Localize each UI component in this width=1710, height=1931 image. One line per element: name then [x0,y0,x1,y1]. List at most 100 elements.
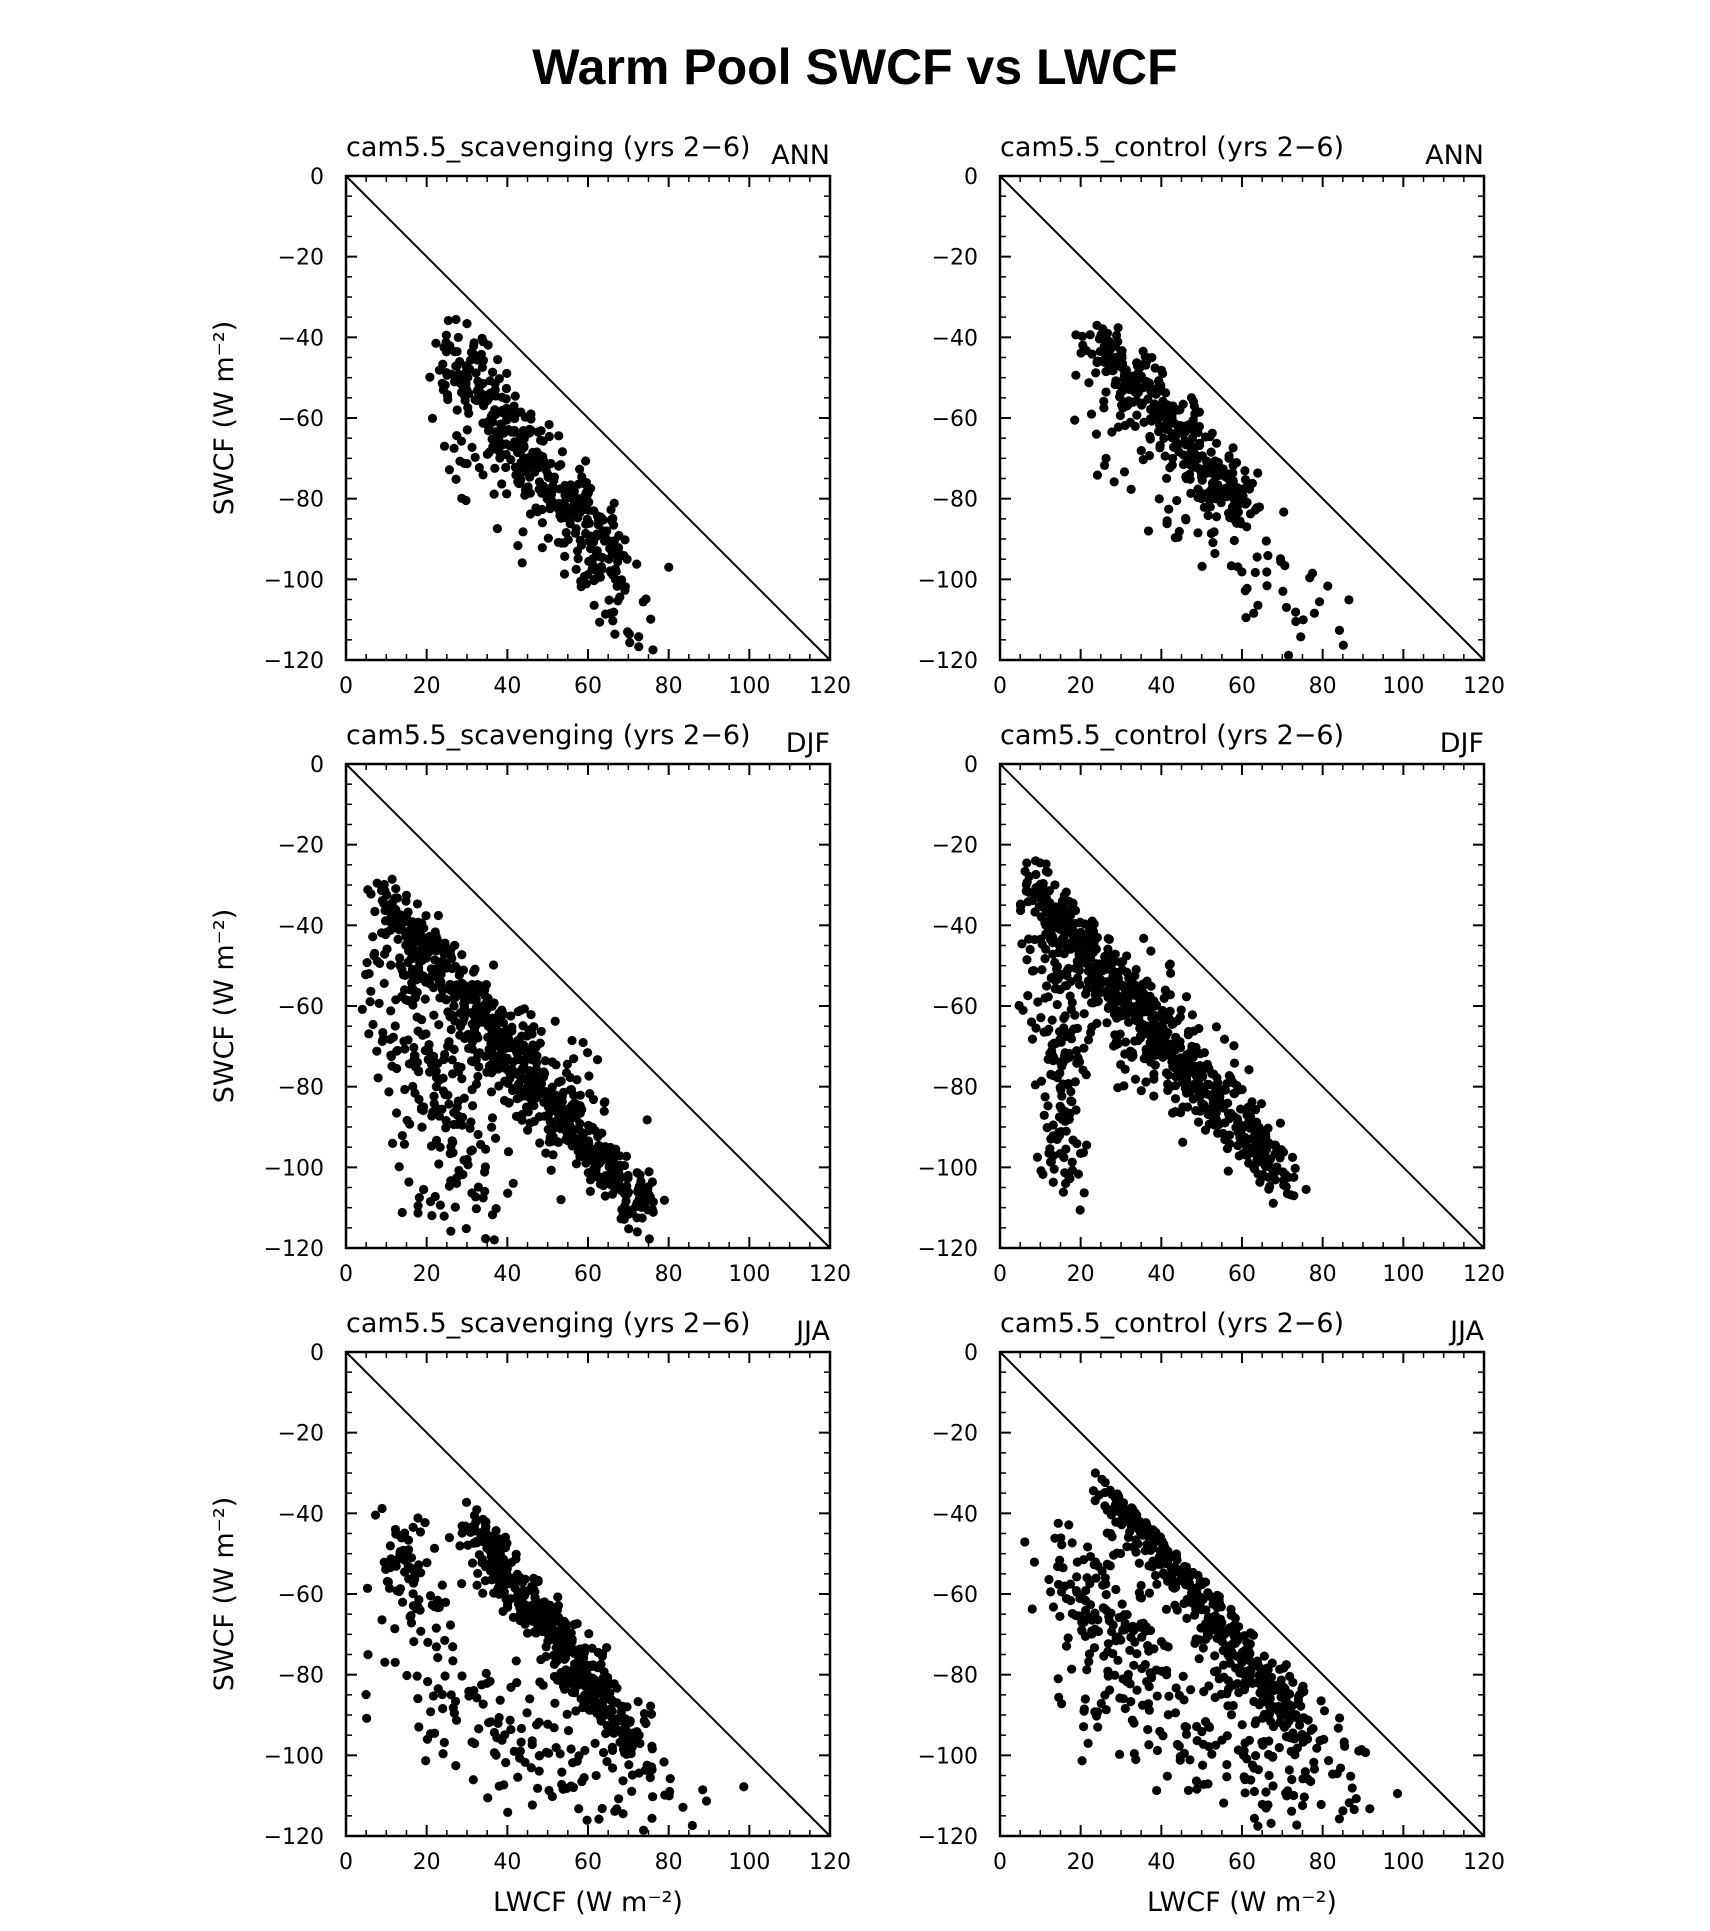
data-point [571,1100,582,1110]
data-point [604,554,614,564]
y-tick-label: −120 [918,649,978,674]
x-tick-label: 120 [809,674,851,699]
data-point [417,918,427,928]
data-point [1144,1052,1154,1062]
data-point [1101,1579,1111,1589]
data-point [1128,1519,1139,1530]
data-point [1266,1679,1276,1689]
data-point [1048,1131,1058,1141]
data-point [1065,1052,1075,1062]
data-point [486,1087,497,1097]
data-point [455,1541,465,1551]
data-point [1048,949,1058,959]
data-point [431,338,441,348]
data-point [516,407,526,417]
data-point [432,1595,443,1605]
data-point [1236,1104,1246,1114]
data-point [1141,356,1152,367]
data-point [399,1036,409,1046]
data-point [559,1616,569,1626]
x-axis-label: LWCF (W m⁻²) [1147,1887,1337,1918]
data-point [472,1693,482,1703]
data-point [1164,504,1174,514]
data-point [529,1100,539,1111]
data-point [1347,1783,1357,1793]
data-point [463,1029,473,1040]
data-point [403,935,413,945]
data-point [543,1719,553,1729]
data-point [461,1497,472,1507]
data-point [1300,1767,1310,1777]
data-point [1192,1736,1202,1746]
data-point [1050,957,1060,968]
y-tick-label: 0 [310,753,324,778]
data-point [1079,1704,1089,1714]
data-point [1050,937,1060,947]
data-point [473,1568,483,1579]
data-point [462,319,472,329]
data-point [581,1158,591,1168]
data-point [425,372,435,382]
data-point [547,1136,557,1146]
data-point [1102,1528,1112,1538]
data-point [449,1044,459,1055]
data-point [1247,1629,1257,1639]
data-point [1193,1076,1203,1086]
data-point [1195,1049,1205,1059]
data-point [1015,905,1026,916]
data-point [457,1521,467,1531]
data-point [486,1717,496,1727]
data-point [1014,1000,1024,1011]
data-point [1232,1651,1242,1661]
data-point [537,543,547,553]
data-point [406,1553,417,1563]
data-point [580,456,591,466]
data-point [380,1657,390,1667]
data-point [1186,393,1197,403]
data-point [504,1039,515,1049]
data-point [558,1784,568,1794]
data-point [634,642,644,652]
data-point [1180,1080,1190,1090]
data-point [506,1724,516,1735]
data-point [1101,387,1111,397]
data-point [457,1120,467,1130]
data-point [520,490,530,500]
data-point [507,1085,518,1096]
data-point [440,1597,451,1607]
data-point [379,898,389,909]
data-point [1165,1006,1175,1016]
data-point [362,958,372,968]
data-point [558,1681,569,1691]
data-point [1150,1060,1160,1070]
data-point [1219,1100,1229,1110]
data-point [426,1707,436,1717]
data-point [1211,438,1222,448]
data-point [1090,1707,1100,1717]
data-point [471,1204,481,1214]
data-point [541,1651,551,1662]
data-point [1197,1727,1207,1737]
x-tick-label: 80 [1309,1262,1337,1287]
data-point [490,378,500,389]
data-point [545,1088,555,1098]
data-point [428,1107,438,1117]
data-point [553,1592,563,1602]
data-point [1098,324,1108,334]
y-tick-label: −60 [278,995,324,1020]
data-point [438,1749,448,1759]
data-point [420,994,430,1004]
data-point [1203,1612,1213,1623]
data-point [471,1517,481,1527]
data-point [489,1235,499,1245]
data-point [645,1701,656,1711]
data-point [414,1595,424,1605]
data-point [1228,443,1238,453]
data-point [593,1682,603,1693]
data-point [1110,1493,1120,1503]
data-point [377,1615,387,1625]
data-point [1193,427,1203,438]
data-point [1059,1013,1069,1023]
data-point [422,1558,432,1568]
data-point [1113,1655,1123,1665]
